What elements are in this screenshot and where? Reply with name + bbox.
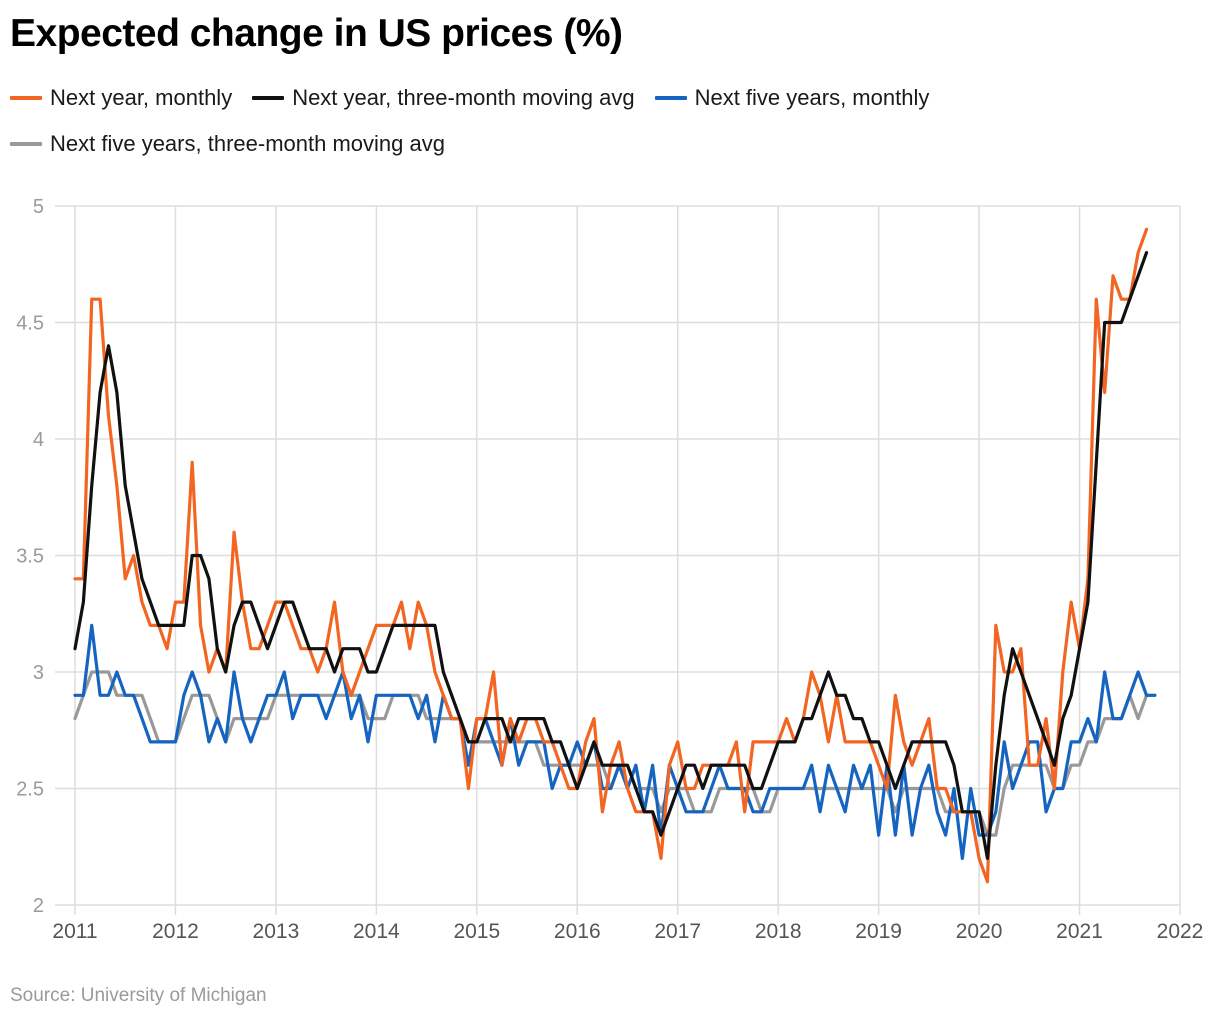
legend-label-five-years-avg: Next five years, three-month moving avg: [50, 131, 445, 156]
x-tick-label: 2020: [956, 920, 1003, 943]
chart-source: Source: University of Michigan: [10, 985, 267, 1006]
legend-item-five-years-avg[interactable]: Next five years, three-month moving avg: [10, 131, 445, 156]
x-tick-label: 2021: [1056, 920, 1103, 943]
legend-label-five-years-monthly: Next five years, monthly: [694, 85, 930, 110]
y-tick-label: 3.5: [16, 546, 44, 568]
x-tick-label: 2018: [755, 920, 802, 943]
legend-swatch-five-years-monthly: [654, 96, 687, 100]
y-tick-label: 5: [33, 196, 44, 218]
legend-item-next-year-monthly[interactable]: Next year, monthly: [10, 85, 233, 110]
x-tick-label: 2014: [353, 920, 400, 943]
legend-item-next-year-avg[interactable]: Next year, three-month moving avg: [252, 85, 635, 110]
x-tick-label: 2015: [453, 920, 500, 943]
x-tick-label: 2019: [855, 920, 902, 943]
x-tick-label: 2013: [253, 920, 300, 943]
x-tick-label: 2017: [654, 920, 701, 943]
series-line-next-year-three-month-moving-avg: [73, 251, 1149, 861]
x-tick-label: 2012: [152, 920, 199, 943]
y-tick-label: 2: [33, 895, 44, 917]
legend-swatch-next-year-monthly: [10, 96, 42, 100]
y-tick-label: 4: [33, 429, 44, 451]
x-tick-label: 2016: [554, 920, 601, 943]
y-tick-label: 3: [33, 662, 44, 684]
legend-swatch-five-years-avg: [10, 142, 42, 146]
x-tick-label: 2011: [52, 920, 97, 943]
y-tick-label: 4.5: [16, 313, 44, 335]
legend-label-next-year-monthly: Next year, monthly: [50, 85, 233, 110]
y-tick-label: 2.5: [16, 779, 44, 801]
x-tick-label: 2022: [1157, 920, 1204, 943]
legend-swatch-next-year-avg: [252, 96, 285, 100]
chart-title: Expected change in US prices (%): [10, 12, 623, 55]
chart-legend: Next year, monthly Next year, three-mont…: [10, 85, 1050, 156]
legend-item-five-years-monthly[interactable]: Next five years, monthly: [654, 85, 930, 110]
legend-label-next-year-avg: Next year, three-month moving avg: [292, 85, 635, 110]
